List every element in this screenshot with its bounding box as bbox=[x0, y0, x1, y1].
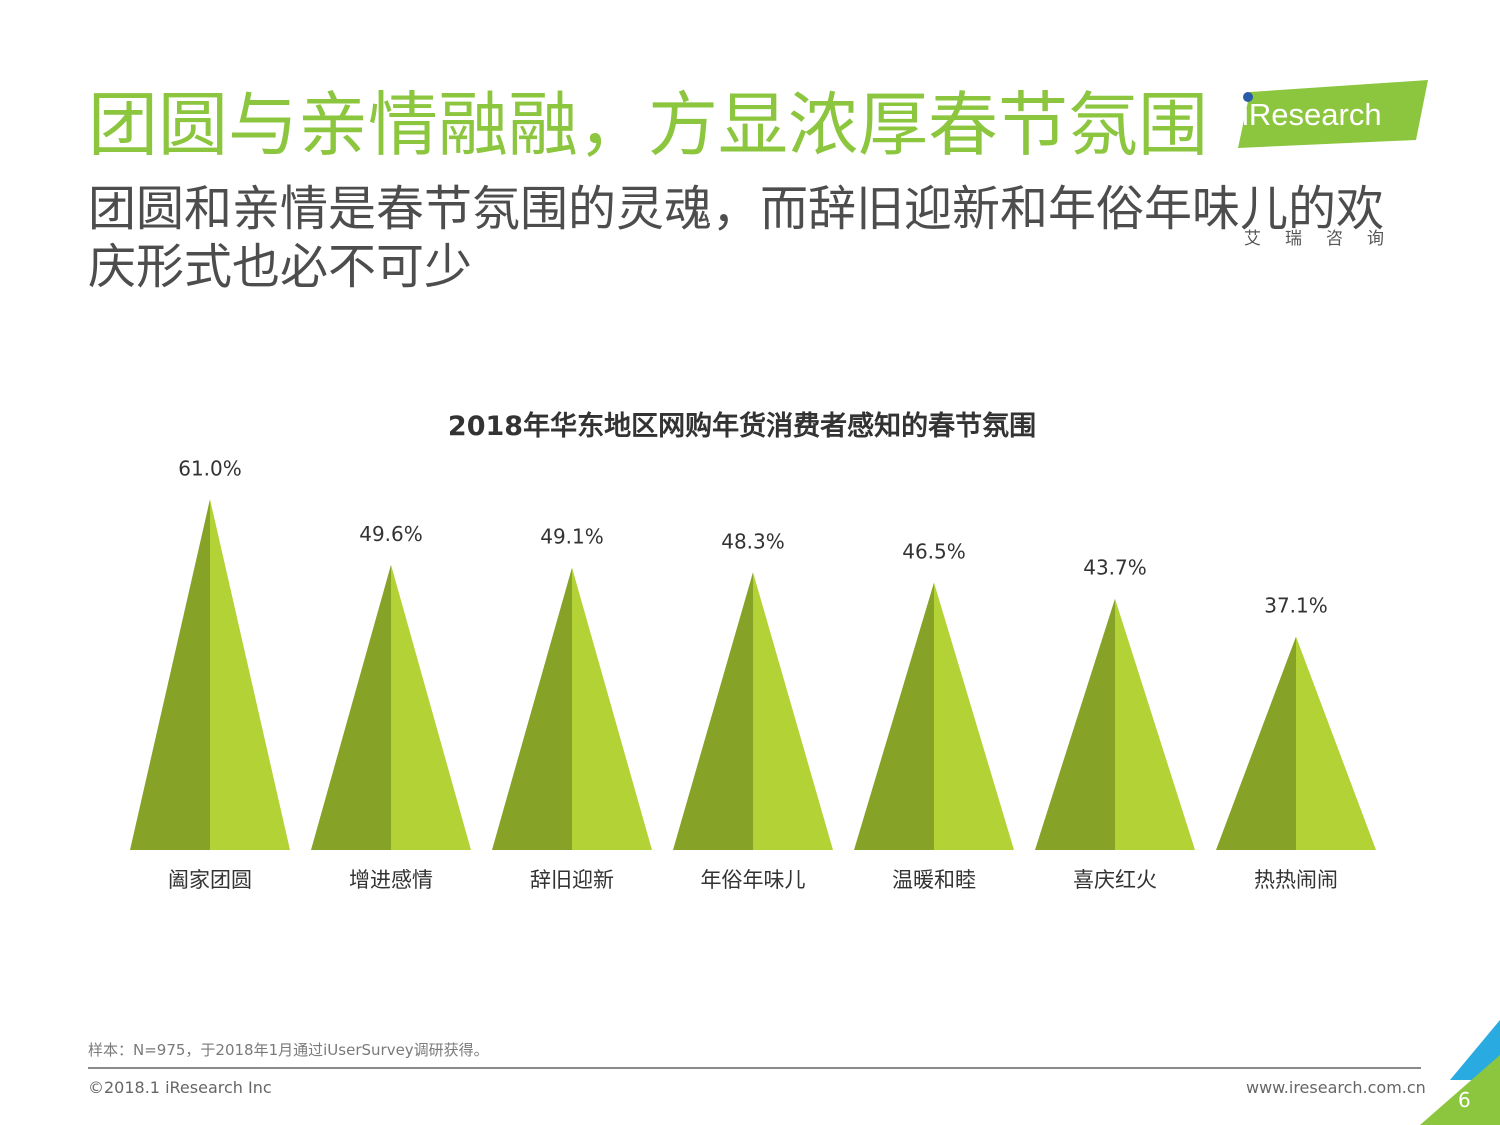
bar-triangle-right-4 bbox=[753, 572, 833, 850]
value-label-5: 46.5% bbox=[902, 540, 966, 564]
bar-triangle-left-7 bbox=[1216, 636, 1296, 850]
slide-title: 团圆与亲情融融，方显浓厚春节氛围 bbox=[88, 84, 1208, 166]
category-label-7: 热热闹闹 bbox=[1254, 868, 1338, 892]
category-label-2: 增进感情 bbox=[349, 868, 433, 892]
bar-triangle-left-5 bbox=[854, 582, 934, 850]
website-link[interactable]: www.iresearch.com.cn bbox=[1246, 1078, 1426, 1097]
page-number: 6 bbox=[1458, 1088, 1471, 1112]
value-label-4: 48.3% bbox=[721, 529, 785, 553]
bar-triangle-right-1 bbox=[210, 499, 290, 850]
bar-triangle-left-1 bbox=[130, 499, 210, 850]
logo-chinese-text: 艾瑞咨询 bbox=[1244, 229, 1408, 249]
iresearch-logo: iResearch 艾瑞咨询 bbox=[1238, 78, 1428, 249]
bar-triangle-right-5 bbox=[934, 582, 1014, 850]
category-label-6: 喜庆红火 bbox=[1073, 868, 1157, 892]
bar-triangle-left-4 bbox=[673, 572, 753, 850]
corner-decoration bbox=[1420, 1020, 1500, 1125]
value-label-1: 61.0% bbox=[178, 456, 242, 480]
chart-title: 2018年华东地区网购年货消费者感知的春节氛围 bbox=[447, 411, 1037, 442]
value-label-2: 49.6% bbox=[359, 522, 423, 546]
bar-triangle-left-6 bbox=[1035, 598, 1115, 850]
category-label-4: 年俗年味儿 bbox=[701, 868, 806, 892]
footer-divider bbox=[88, 1067, 1421, 1069]
bar-triangle-right-7 bbox=[1296, 636, 1376, 850]
bar-triangle-left-3 bbox=[492, 567, 572, 850]
value-label-3: 49.1% bbox=[540, 525, 604, 549]
copyright-text: ©2018.1 iResearch Inc bbox=[88, 1078, 272, 1097]
bar-triangle-right-6 bbox=[1115, 598, 1195, 850]
value-label-7: 37.1% bbox=[1264, 594, 1328, 618]
logo-wordmark: iResearch bbox=[1242, 97, 1382, 132]
slide-subtitle: 团圆和亲情是春节氛围的灵魂，而辞旧迎新和年俗年味儿的欢庆形式也必不可少 bbox=[88, 181, 1385, 295]
category-label-5: 温暖和睦 bbox=[892, 868, 976, 892]
bar-triangle-right-2 bbox=[391, 564, 471, 850]
value-label-6: 43.7% bbox=[1083, 556, 1147, 580]
category-label-1: 阖家团圆 bbox=[168, 868, 252, 892]
sample-footnote: 样本：N=975，于2018年1月通过iUserSurvey调研获得。 bbox=[88, 1041, 489, 1059]
bar-triangle-left-2 bbox=[311, 564, 391, 850]
bar-triangle-right-3 bbox=[572, 567, 652, 850]
triangle-bar-chart: 61.0% 阖家团圆 49.6% 增进感情 49.1% 辞旧迎新 48.3% 年俗年味儿 46.… bbox=[130, 456, 1376, 892]
category-label-3: 辞旧迎新 bbox=[530, 868, 614, 892]
